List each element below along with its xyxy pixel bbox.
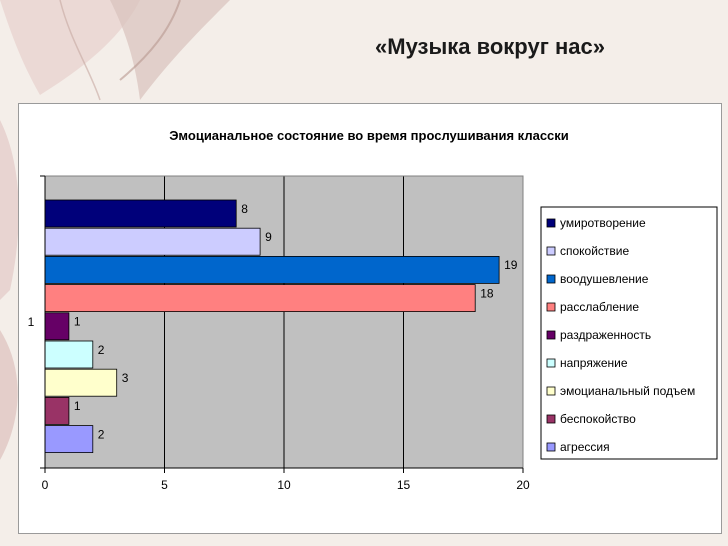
petal-decoration	[119, 0, 181, 81]
petal-decoration	[110, 0, 230, 100]
data-label: 9	[265, 230, 272, 244]
x-tick-label: 10	[277, 478, 291, 492]
bar-9	[44, 425, 94, 454]
legend-swatch	[546, 358, 556, 368]
legend-box	[540, 206, 718, 460]
legend-swatch	[546, 218, 556, 228]
data-label: 19	[504, 258, 518, 272]
legend-label: воодушевление	[560, 272, 649, 286]
bar-8	[44, 396, 70, 425]
data-label: 2	[98, 427, 105, 441]
petal-decoration	[0, 330, 18, 460]
chart-title: Эмоцианальное состояние во время прослуш…	[169, 128, 569, 143]
petal-decoration	[0, 120, 19, 300]
bar-chart: Эмоцианальное состояние во время прослуш…	[28, 128, 718, 492]
chart-frame: Эмоцианальное состояние во время прослуш…	[18, 103, 722, 534]
legend-swatch	[546, 414, 556, 424]
legend-swatch	[546, 274, 556, 284]
legend-label: умиротворение	[560, 216, 646, 230]
bar-1	[44, 199, 237, 228]
data-label: 3	[122, 371, 129, 385]
x-tick-label: 15	[397, 478, 411, 492]
legend-label: раздраженность	[560, 328, 651, 342]
data-label: 8	[241, 202, 248, 216]
bar-6	[44, 340, 94, 369]
legend-swatch	[546, 330, 556, 340]
data-label: 1	[74, 399, 81, 413]
legend-swatch	[546, 246, 556, 256]
x-tick-label: 20	[516, 478, 530, 492]
slide-title: «Музыка вокруг нас»	[375, 34, 605, 59]
bar-2	[44, 227, 261, 256]
data-label: 18	[480, 286, 494, 300]
bar-5	[44, 312, 70, 341]
data-label: 2	[98, 343, 105, 357]
petal-decoration	[59, 0, 101, 101]
bar-7	[44, 368, 118, 397]
x-tick-label: 5	[161, 478, 168, 492]
bar-3	[44, 255, 500, 284]
legend-swatch	[546, 386, 556, 396]
legend-swatch	[546, 302, 556, 312]
data-label: 1	[74, 315, 81, 329]
x-tick-label: 0	[42, 478, 49, 492]
legend-label: спокойствие	[560, 244, 630, 258]
legend-label: беспокойство	[560, 412, 636, 426]
petal-decoration	[0, 0, 140, 95]
legend-swatch	[546, 442, 556, 452]
legend-label: эмоцианальный подъем	[560, 384, 695, 398]
category-tick-label: 1	[28, 315, 35, 329]
chart-legend: умиротворение спокойствие воодушевление рас…	[540, 206, 718, 460]
bar-4	[44, 284, 476, 313]
legend-label: расслабление	[560, 300, 639, 314]
legend-label: агрессия	[560, 440, 610, 454]
legend-label: напряжение	[560, 356, 628, 370]
